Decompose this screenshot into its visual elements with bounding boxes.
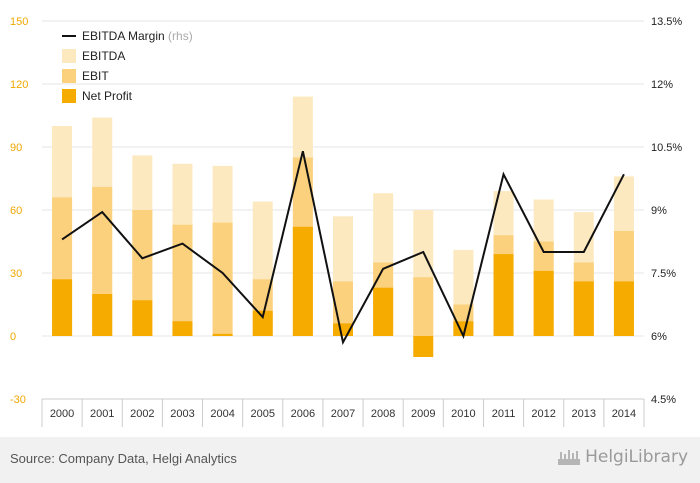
y-right-tick-label: 9% bbox=[651, 205, 667, 217]
y-right-tick-label: 10.5% bbox=[651, 142, 682, 154]
source-note: Source: Company Data, Helgi Analytics bbox=[10, 451, 237, 466]
x-tick-label: 2009 bbox=[411, 408, 435, 420]
y-left-tick-label: 150 bbox=[10, 16, 28, 28]
x-tick-label: 2012 bbox=[531, 408, 555, 420]
x-tick-label: 2004 bbox=[210, 408, 234, 420]
bar-net-profit bbox=[172, 321, 193, 336]
x-tick-label: 2014 bbox=[612, 408, 636, 420]
bar-net-profit bbox=[573, 281, 594, 336]
x-tick-label: 2010 bbox=[451, 408, 475, 420]
bar-net-profit bbox=[373, 287, 394, 336]
line-ebitda-margin bbox=[61, 150, 625, 346]
x-tick-label: 2002 bbox=[130, 408, 154, 420]
legend-label-net-profit: Net Profit bbox=[82, 89, 133, 103]
y-left-tick-label: 30 bbox=[10, 268, 22, 280]
bar-ebit bbox=[212, 222, 233, 336]
legend-swatch-ebitda bbox=[62, 49, 76, 63]
bar-net-profit bbox=[252, 310, 273, 336]
brand-name: HelgiLibrary bbox=[585, 447, 688, 467]
x-tick-label: 2011 bbox=[492, 408, 516, 420]
legend-swatch-net-profit bbox=[62, 89, 76, 103]
bar-net-profit bbox=[493, 254, 514, 336]
x-tick-label: 2006 bbox=[291, 408, 315, 420]
y-right-tick-label: 4.5% bbox=[651, 394, 676, 406]
x-tick-label: 2000 bbox=[50, 408, 74, 420]
x-tick-label: 2001 bbox=[90, 408, 114, 420]
legend-label-ebitda-margin: EBITDA Margin (rhs) bbox=[82, 29, 193, 43]
x-tick-label: 2008 bbox=[371, 408, 395, 420]
legend-label-ebit: EBIT bbox=[82, 69, 109, 83]
chart-plot: 150 13.5% 120 12% 90 10.5% 60 9% 30 7.5% 0 6% -30 4.5… bbox=[10, 16, 682, 427]
bar-net-profit bbox=[92, 294, 113, 336]
x-tick-label: 2003 bbox=[170, 408, 194, 420]
bar-ebit bbox=[413, 277, 434, 336]
legend: EBITDA Margin (rhs) EBITDA EBIT Net Profit bbox=[62, 29, 193, 103]
bar-net-profit bbox=[132, 300, 153, 336]
bar-net-profit bbox=[613, 281, 634, 336]
y-left-tick-label: 90 bbox=[10, 142, 22, 154]
x-tick-label: 2007 bbox=[331, 408, 355, 420]
bar-net-profit bbox=[533, 270, 554, 336]
y-right-tick-label: 7.5% bbox=[651, 268, 676, 280]
x-tick-label: 2005 bbox=[250, 408, 274, 420]
y-left-tick-label: 60 bbox=[10, 205, 22, 217]
y-left-tick-label: 120 bbox=[10, 79, 28, 91]
y-right-tick-label: 6% bbox=[651, 331, 667, 343]
footer: Source: Company Data, Helgi Analytics He… bbox=[0, 437, 700, 483]
library-logo-icon bbox=[558, 450, 581, 465]
y-right-tick-label: 12% bbox=[651, 79, 673, 91]
legend-rhs-note: (rhs) bbox=[168, 29, 193, 43]
y-right-tick-label: 13.5% bbox=[651, 16, 682, 28]
bar-net-profit bbox=[212, 333, 233, 336]
legend-swatch-ebit bbox=[62, 69, 76, 83]
x-tick-label: 2013 bbox=[572, 408, 596, 420]
y-left-tick-label: -30 bbox=[10, 394, 26, 406]
y-left-tick-label: 0 bbox=[10, 331, 16, 343]
brand[interactable]: HelgiLibrary bbox=[557, 447, 688, 467]
bar-net-profit bbox=[292, 226, 313, 336]
bar-ebit bbox=[172, 224, 193, 336]
legend-label-ebitda: EBITDA bbox=[82, 49, 125, 63]
bar-net-profit bbox=[413, 336, 434, 357]
bar-net-profit bbox=[52, 279, 73, 336]
